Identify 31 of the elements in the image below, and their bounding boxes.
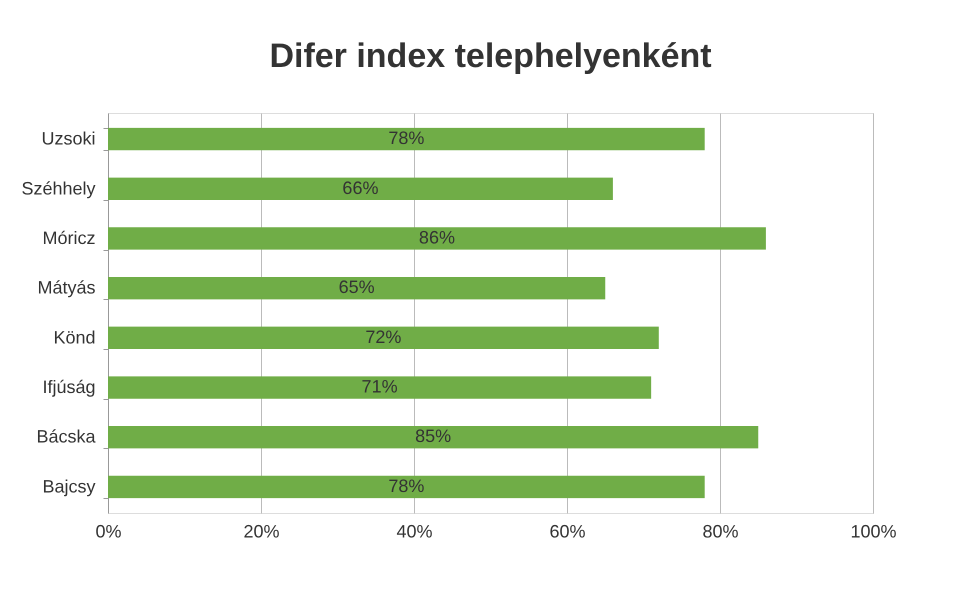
bar — [108, 178, 613, 200]
data-label: 78% — [388, 476, 424, 496]
data-label: 86% — [418, 227, 455, 248]
data-label: 66% — [342, 178, 378, 198]
y-tick-label: Bajcsy — [42, 476, 96, 496]
bar — [108, 276, 606, 300]
bar — [108, 476, 705, 498]
bar — [108, 376, 652, 399]
x-tick-label: 0% — [95, 522, 122, 542]
data-label: 71% — [362, 376, 398, 397]
y-tick-label: Ifjúság — [42, 377, 96, 398]
y-tick-label: Móricz — [42, 228, 96, 248]
bar — [108, 128, 705, 150]
data-label: 78% — [388, 128, 424, 148]
bar — [108, 227, 766, 250]
y-tick-label: Mátyás — [37, 278, 96, 298]
y-tick-label: Könd — [53, 327, 96, 348]
x-tick-label: 40% — [396, 522, 433, 542]
chart-title: Difer index telephelyenként — [269, 37, 712, 75]
y-tick-label: Uzsoki — [41, 128, 96, 149]
x-tick-label: 80% — [702, 522, 739, 542]
y-tick-label: Bácska — [36, 426, 96, 447]
x-tick-label: 100% — [850, 522, 897, 542]
bar — [108, 426, 758, 448]
data-label: 72% — [365, 326, 402, 347]
data-label: 85% — [415, 426, 452, 446]
x-tick-label: 20% — [243, 522, 280, 542]
x-tick-label: 60% — [549, 522, 586, 542]
data-label: 65% — [338, 277, 375, 298]
bar — [108, 326, 659, 350]
y-tick-label: Széhhely — [21, 178, 96, 198]
